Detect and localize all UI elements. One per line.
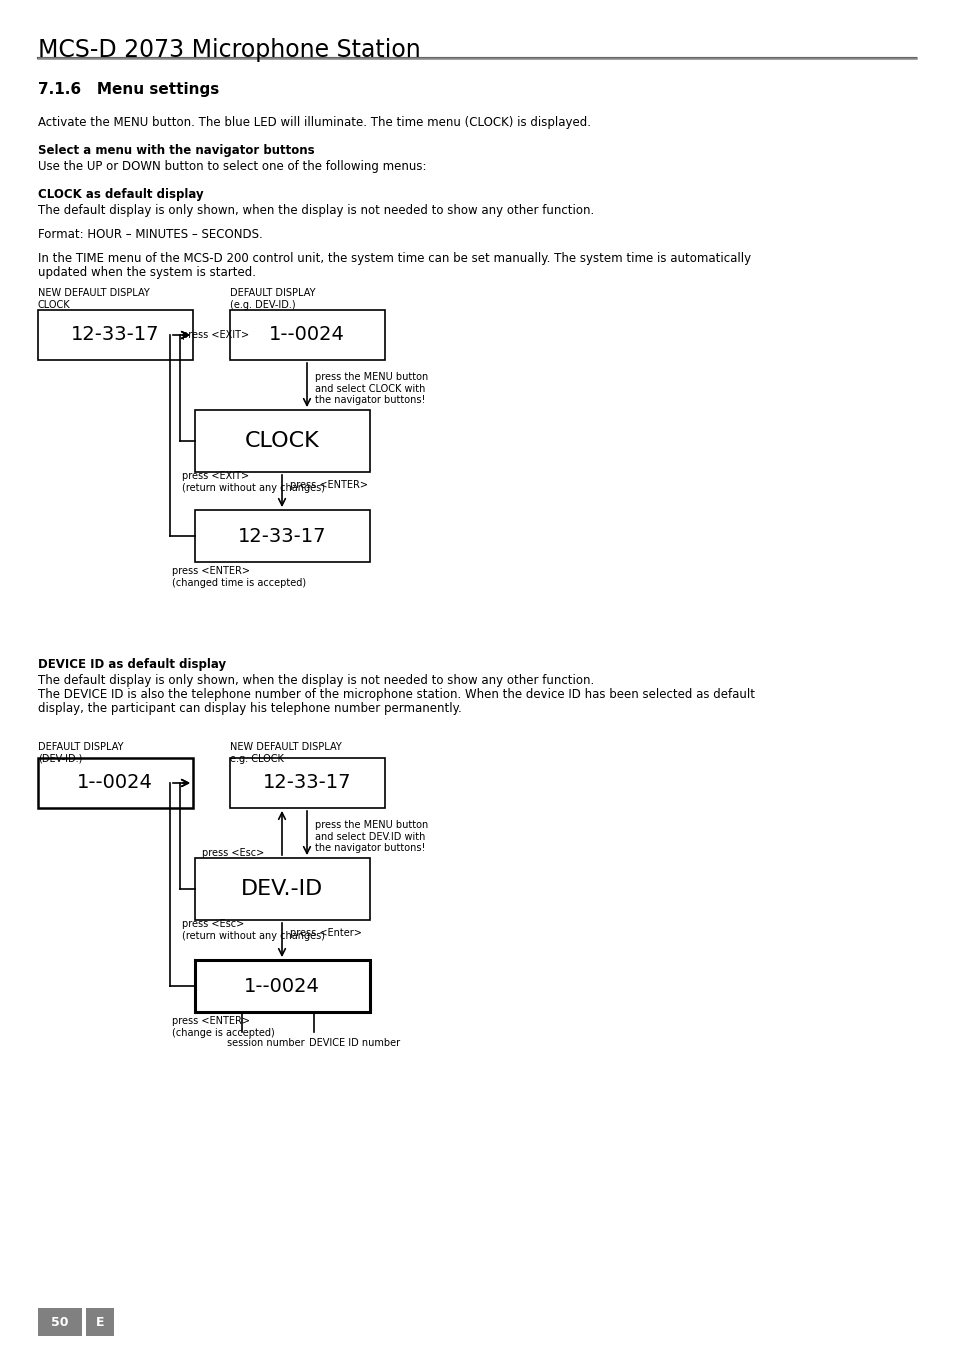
Text: press <Esc>
(return without any changes): press <Esc> (return without any changes): [182, 919, 325, 940]
Bar: [38, 758, 193, 808]
Text: Use the UP or DOWN button to select one of the following menus:: Use the UP or DOWN button to select one …: [38, 159, 426, 173]
Bar: [230, 758, 385, 808]
Text: The default display is only shown, when the display is not needed to show any ot: The default display is only shown, when …: [38, 204, 594, 218]
Text: E: E: [95, 1316, 104, 1328]
Bar: [38, 309, 193, 359]
Text: 1--0024: 1--0024: [244, 977, 319, 996]
Text: Select a menu with the navigator buttons: Select a menu with the navigator buttons: [38, 145, 314, 157]
Text: press the MENU button
and select CLOCK with
the navigator buttons!: press the MENU button and select CLOCK w…: [314, 372, 428, 405]
Text: press <ENTER>: press <ENTER>: [290, 480, 368, 490]
Text: press <EXIT>: press <EXIT>: [182, 330, 249, 340]
Text: DEFAULT DISPLAY
(e.g. DEV-ID.): DEFAULT DISPLAY (e.g. DEV-ID.): [230, 288, 315, 309]
Text: CLOCK as default display: CLOCK as default display: [38, 188, 203, 201]
Text: DEVICE ID number: DEVICE ID number: [309, 1038, 399, 1048]
Bar: [194, 961, 370, 1012]
Text: DEV.-ID: DEV.-ID: [240, 880, 323, 898]
Text: press <ENTER>
(changed time is accepted): press <ENTER> (changed time is accepted): [172, 566, 306, 588]
Text: The DEVICE ID is also the telephone number of the microphone station. When the d: The DEVICE ID is also the telephone numb…: [38, 688, 754, 701]
Text: 50: 50: [51, 1316, 69, 1328]
Text: NEW DEFAULT DISPLAY
e.g. CLOCK: NEW DEFAULT DISPLAY e.g. CLOCK: [230, 742, 341, 763]
Text: 1--0024: 1--0024: [269, 326, 345, 345]
Text: Format: HOUR – MINUTES – SECONDS.: Format: HOUR – MINUTES – SECONDS.: [38, 228, 262, 240]
Text: Activate the MENU button. The blue LED will illuminate. The time menu (CLOCK) is: Activate the MENU button. The blue LED w…: [38, 116, 590, 128]
Text: display, the participant can display his telephone number permanently.: display, the participant can display his…: [38, 703, 461, 715]
Bar: [194, 509, 370, 562]
Text: 12-33-17: 12-33-17: [237, 527, 326, 546]
Text: DEVICE ID as default display: DEVICE ID as default display: [38, 658, 226, 671]
Text: session number: session number: [227, 1038, 305, 1048]
Text: In the TIME menu of the MCS-D 200 control unit, the system time can be set manua: In the TIME menu of the MCS-D 200 contro…: [38, 253, 750, 265]
Text: DEFAULT DISPLAY
(DEV-ID.): DEFAULT DISPLAY (DEV-ID.): [38, 742, 123, 763]
Text: MCS-D 2073 Microphone Station: MCS-D 2073 Microphone Station: [38, 38, 420, 62]
Text: 1--0024: 1--0024: [77, 774, 152, 793]
Text: press <Esc>: press <Esc>: [202, 848, 264, 858]
Text: CLOCK: CLOCK: [244, 431, 319, 451]
Text: 12-33-17: 12-33-17: [262, 774, 351, 793]
Text: 7.1.6   Menu settings: 7.1.6 Menu settings: [38, 82, 219, 97]
FancyBboxPatch shape: [38, 1308, 82, 1336]
FancyBboxPatch shape: [86, 1308, 113, 1336]
Text: NEW DEFAULT DISPLAY
CLOCK: NEW DEFAULT DISPLAY CLOCK: [38, 288, 150, 309]
Text: press <ENTER>
(change is accepted): press <ENTER> (change is accepted): [172, 1016, 274, 1038]
Text: updated when the system is started.: updated when the system is started.: [38, 266, 255, 280]
Text: press <EXIT>
(return without any changes): press <EXIT> (return without any changes…: [182, 471, 325, 493]
Bar: [194, 409, 370, 471]
Text: press <Enter>: press <Enter>: [290, 928, 361, 938]
Bar: [194, 858, 370, 920]
Text: 12-33-17: 12-33-17: [71, 326, 159, 345]
Text: The default display is only shown, when the display is not needed to show any ot: The default display is only shown, when …: [38, 674, 594, 688]
Bar: [230, 309, 385, 359]
Text: press the MENU button
and select DEV.ID with
the navigator buttons!: press the MENU button and select DEV.ID …: [314, 820, 428, 854]
